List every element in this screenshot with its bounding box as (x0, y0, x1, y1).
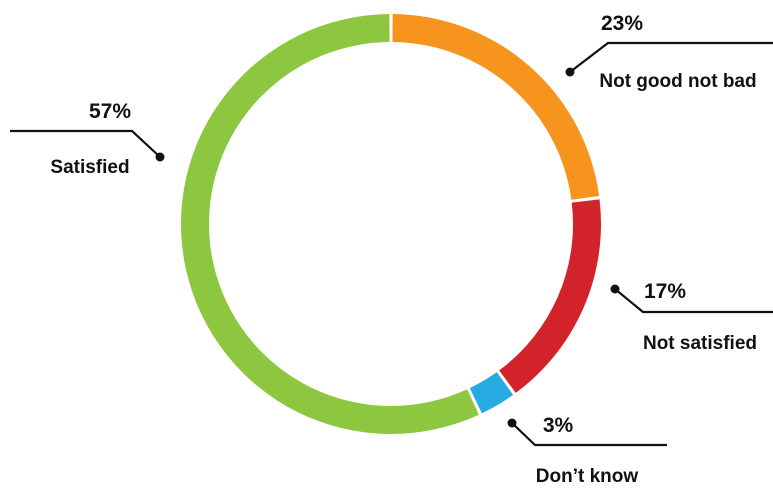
callout-satisfied: 57% Satisfied (10, 100, 165, 178)
slice-value-label-satisfied: 57% (89, 100, 131, 123)
slice-name-label-dont-know: Don’t know (536, 466, 639, 487)
leader-dot-not-satisfied (610, 284, 620, 294)
slice-name-label-not-satisfied: Not satisfied (643, 333, 757, 354)
slice-value-label-dont-know: 3% (543, 414, 574, 437)
callout-dont-know: 3% Don’t know (507, 414, 667, 487)
callout-not-good-not-bad: 23% Not good not bad (565, 12, 773, 92)
slice-satisfied (181, 14, 479, 434)
slice-don-t-know (469, 372, 514, 414)
leader-line-dont-know (511, 422, 667, 447)
leader-line-satisfied (10, 129, 161, 158)
slice-value-label-not-good-not-bad: 23% (601, 12, 643, 35)
leader-line-not-good-not-bad (569, 41, 773, 73)
callout-not-satisfied: 17% Not satisfied (610, 280, 773, 354)
slice-name-label-not-good-not-bad: Not good not bad (599, 71, 756, 92)
leader-line-not-satisfied (614, 288, 773, 314)
slice-not-good-not-bad (392, 14, 600, 200)
slice-value-label-not-satisfied: 17% (644, 280, 686, 303)
donut-slices (181, 14, 601, 434)
slice-not-satisfied (499, 199, 601, 393)
leader-dot-satisfied (155, 152, 165, 162)
slice-name-label-satisfied: Satisfied (50, 157, 129, 178)
leader-dot-not-good-not-bad (565, 67, 575, 77)
leader-dot-dont-know (507, 418, 517, 428)
